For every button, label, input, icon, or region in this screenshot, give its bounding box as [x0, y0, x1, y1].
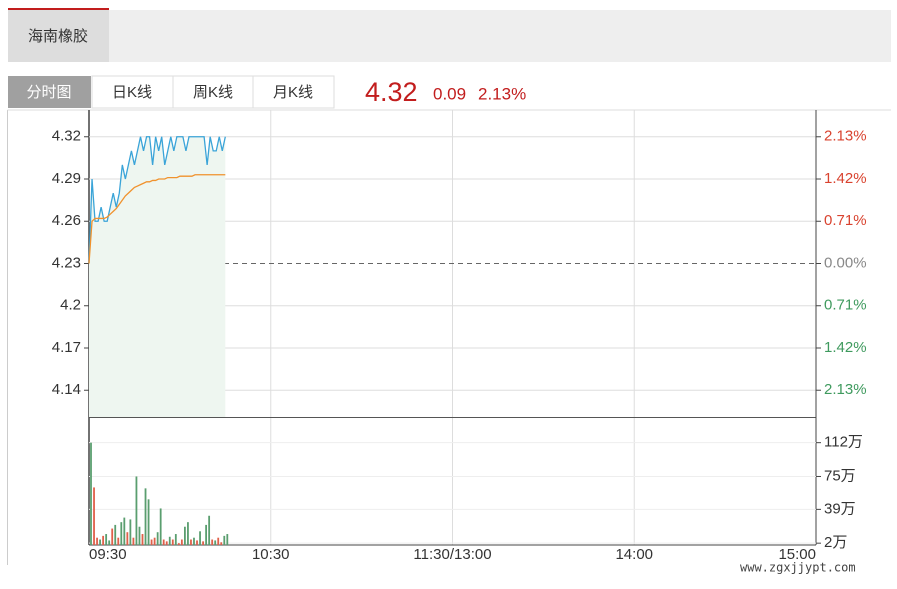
y2-tick-label: 1.42%: [824, 339, 867, 356]
series-line: [88, 174, 226, 264]
volume-bar: [180, 539, 183, 545]
y-tick-label: 4.14: [52, 381, 81, 398]
volume-bar: [208, 515, 211, 545]
volume-bar: [105, 534, 108, 545]
y-tick-label: 4.2: [60, 297, 81, 314]
volume-bar: [111, 528, 114, 545]
volume-bar: [177, 543, 180, 545]
volume-bar: [171, 539, 174, 545]
plot: 09:30 10:30 11:30/13:00 14:00 15:00 4.32 4.29 4…: [52, 110, 867, 563]
volume-bar: [168, 536, 171, 545]
series-line: [88, 136, 226, 264]
x-tick-label: 09:30: [89, 546, 127, 563]
volume-tick-label: 39万: [824, 500, 856, 517]
tab-label[interactable]: 日K线: [112, 84, 152, 101]
volume-bar: [147, 499, 150, 545]
stock-name: 海南橡胶: [28, 28, 88, 45]
price-area: [89, 136, 226, 417]
volume-bar: [205, 524, 208, 545]
header-bar: [8, 10, 891, 62]
y2-tick-label: 2.13%: [824, 128, 867, 145]
y2-tick-label: 0.71%: [824, 212, 867, 229]
x-tick-label: 10:30: [252, 546, 290, 563]
volume-bar: [223, 535, 226, 545]
volume-bar: [174, 534, 177, 545]
volume-bar: [187, 522, 189, 545]
volume-tick-label: 112万: [824, 434, 863, 451]
quote-percent: 2.13%: [478, 84, 526, 103]
x-tick-label: 15:00: [778, 546, 816, 563]
tab-label[interactable]: 周K线: [193, 84, 233, 101]
y-tick-label: 4.26: [52, 212, 81, 229]
volume-bar: [193, 537, 195, 545]
tab-label[interactable]: 分时图: [26, 84, 71, 101]
y-tick-label: 4.29: [52, 170, 81, 187]
y-tick-label: 4.17: [52, 339, 81, 356]
volume-bar: [102, 535, 105, 545]
header-tab[interactable]: [8, 10, 109, 62]
volume-bar: [190, 539, 192, 545]
volume-bar: [126, 532, 129, 545]
volume-bar: [129, 519, 132, 545]
volume-bar: [135, 476, 138, 545]
volume-bar: [220, 542, 223, 545]
volume-bar: [153, 537, 156, 545]
volume-bar: [120, 522, 123, 545]
volume-bar: [96, 537, 98, 545]
volume-bar: [117, 537, 120, 545]
quote-price: 4.32: [365, 77, 418, 107]
header-tab-accent: [8, 8, 109, 10]
volume-bar: [156, 532, 159, 545]
x-tick-label: 11:30/13:00: [413, 546, 491, 563]
tab[interactable]: [252, 75, 335, 109]
volume-bar: [132, 537, 135, 545]
volume-bar: [214, 540, 217, 545]
volume-bar: [144, 488, 147, 545]
volume-bar: [211, 539, 214, 545]
x-tick-label: 14:00: [615, 546, 653, 563]
volume-bar: [165, 541, 168, 545]
volume-bar: [196, 540, 198, 545]
volume-bar: [162, 539, 165, 545]
volume-bar: [199, 531, 201, 545]
volume-bar: [184, 526, 186, 545]
volume-bar: [108, 540, 111, 545]
volume-bar: [150, 539, 153, 545]
volume-bar: [99, 539, 101, 545]
volume-bar: [141, 534, 144, 545]
volume-bar: [217, 537, 220, 545]
y2-tick-label: 0.71%: [824, 297, 867, 314]
volume-bar: [123, 517, 126, 545]
volume-tick-label: 75万: [824, 467, 856, 484]
volume-bar: [202, 541, 204, 545]
tab[interactable]: [91, 75, 174, 109]
quote-change: 0.09: [433, 84, 466, 103]
y-tick-label: 4.23: [52, 254, 81, 271]
volume-tick-label: 2万: [824, 534, 847, 551]
volume-bar: [93, 487, 95, 545]
volume-bar: [159, 508, 162, 545]
y2-tick-label: 2.13%: [824, 381, 867, 398]
tab-label[interactable]: 月K线: [273, 84, 313, 101]
y-tick-label: 4.32: [52, 128, 81, 145]
y2-tick-label: 0.00%: [824, 254, 867, 271]
volume-bar: [114, 524, 117, 545]
volume-bar: [226, 534, 229, 545]
watermark: www.zgxjjypt.com: [740, 561, 856, 575]
volume-bar: [90, 442, 92, 545]
tab-active[interactable]: [8, 76, 91, 108]
y2-tick-label: 1.42%: [824, 170, 867, 187]
volume-bar: [138, 526, 141, 545]
